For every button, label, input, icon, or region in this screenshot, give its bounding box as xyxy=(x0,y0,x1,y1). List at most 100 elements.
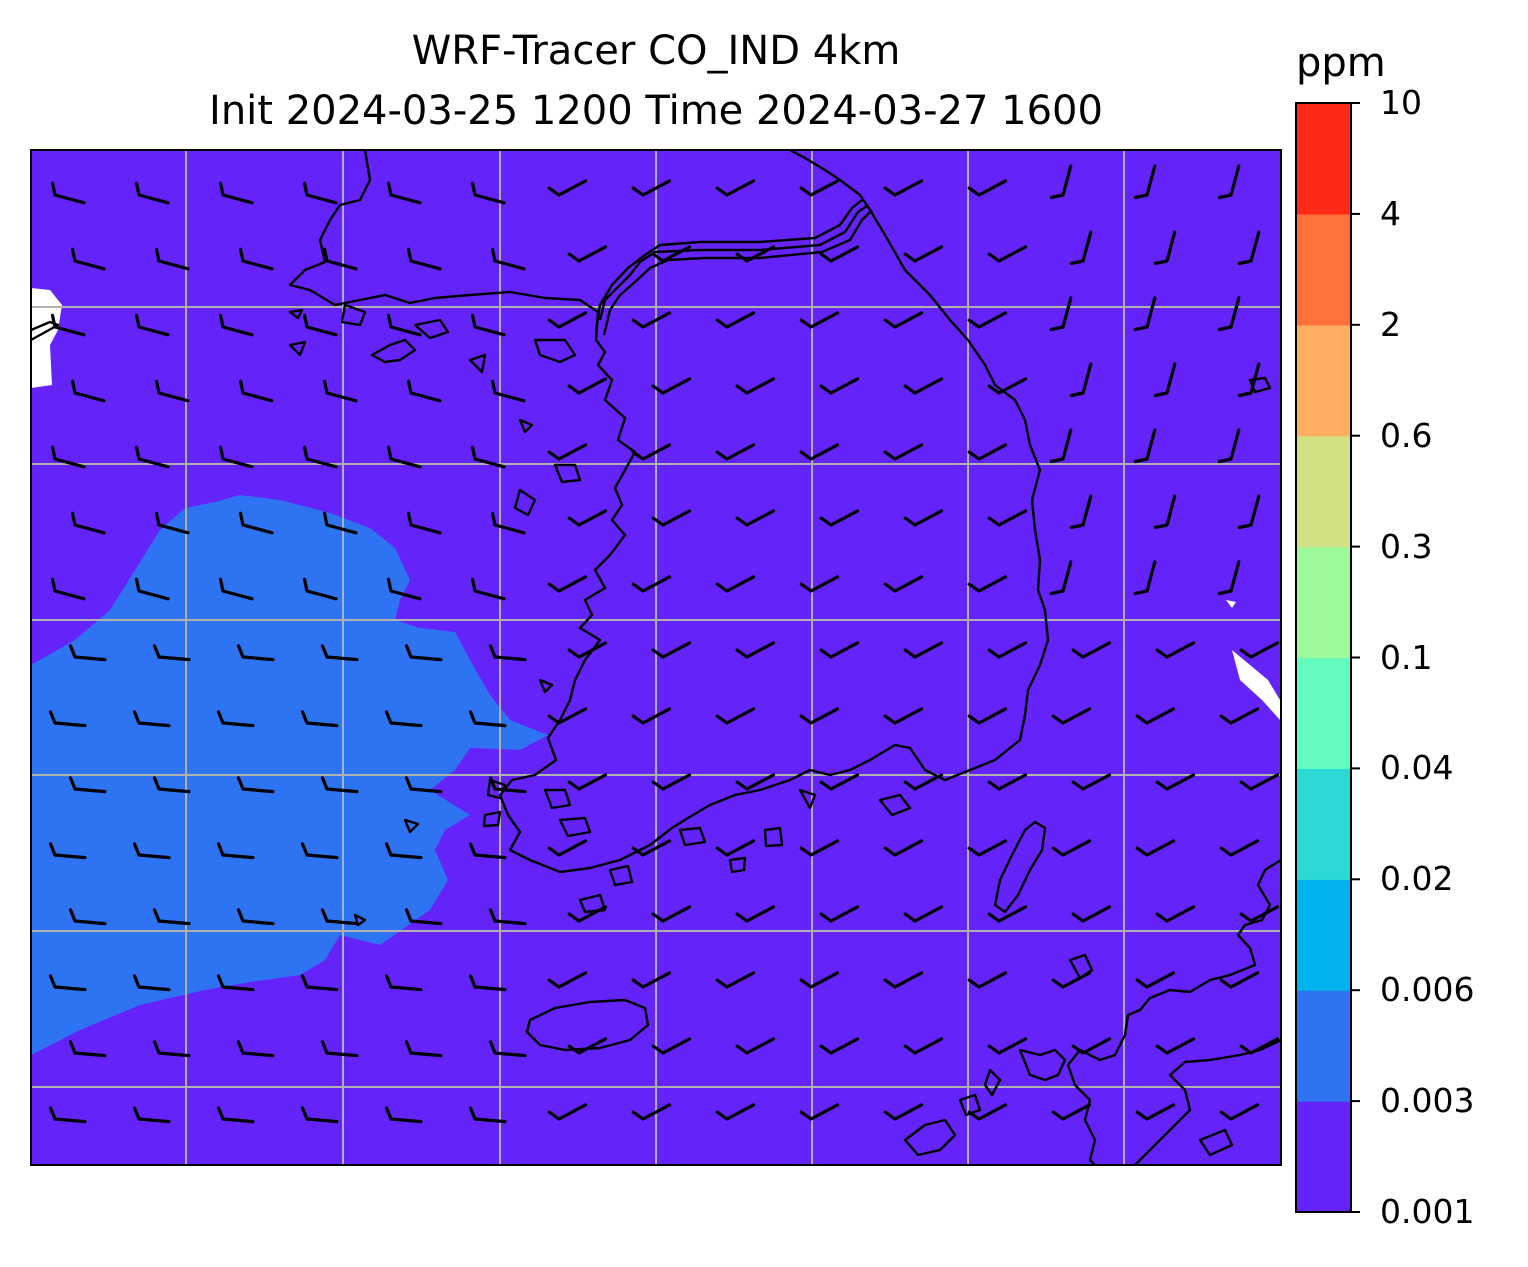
wind-barb xyxy=(470,313,506,337)
wind-barb xyxy=(1153,362,1177,398)
wind-barb xyxy=(386,577,422,601)
wind-barb xyxy=(50,577,86,601)
wind-barb xyxy=(68,908,107,926)
colorbar-tick-label: 0.6 xyxy=(1380,415,1433,455)
island-10 xyxy=(553,463,582,484)
wind-barb xyxy=(490,247,526,271)
wind-barb xyxy=(651,641,692,659)
wind-barb xyxy=(300,974,339,992)
wind-barb xyxy=(651,905,692,923)
island-23 xyxy=(403,818,420,834)
map-frame xyxy=(30,149,1282,1166)
wind-barb xyxy=(1217,560,1241,596)
wind-barb xyxy=(967,311,1008,329)
wind-barb xyxy=(1237,362,1261,398)
wind-barb xyxy=(883,971,924,989)
wind-barb xyxy=(567,905,608,923)
wind-barb xyxy=(631,839,672,857)
wind-barb xyxy=(987,509,1028,527)
no-data-speck xyxy=(1226,600,1236,608)
wind-barb xyxy=(70,247,106,271)
wind-barb xyxy=(216,974,255,992)
wind-barb xyxy=(386,181,422,205)
wind-barb xyxy=(631,311,672,329)
wind-barb xyxy=(735,641,776,659)
wind-barb xyxy=(715,1103,756,1121)
wind-barb xyxy=(152,644,191,662)
wind-barb xyxy=(238,247,274,271)
wind-barb xyxy=(132,710,171,728)
wind-barb xyxy=(567,641,608,659)
island-20 xyxy=(763,826,784,848)
wind-barb xyxy=(967,1103,1008,1121)
wind-barb xyxy=(799,179,840,197)
island-16 xyxy=(578,893,607,914)
wind-barb xyxy=(154,511,190,535)
wind-barb xyxy=(1237,230,1261,266)
wind-barb xyxy=(470,577,506,601)
wind-barb xyxy=(883,311,924,329)
wind-barb xyxy=(567,245,608,263)
wind-barb xyxy=(1071,905,1112,923)
wind-barb xyxy=(322,379,358,403)
wind-barb xyxy=(631,575,672,593)
wind-barb xyxy=(1155,1037,1196,1055)
wind-barb xyxy=(490,379,526,403)
wind-barb xyxy=(152,776,191,794)
wind-barb xyxy=(1051,1103,1092,1121)
wind-barb xyxy=(967,707,1008,725)
wind-barb xyxy=(547,971,588,989)
wind-barb xyxy=(68,1040,107,1058)
chart-title-line-1: WRF-Tracer CO_IND 4km xyxy=(411,28,901,74)
colorbar-unit-label: ppm xyxy=(1296,40,1386,86)
wind-barb xyxy=(715,839,756,857)
wind-barb xyxy=(1219,1103,1260,1121)
coastline-korean-peninsula xyxy=(288,150,1050,874)
wind-barb xyxy=(715,443,756,461)
wind-barb xyxy=(1239,1037,1280,1055)
wind-barb xyxy=(987,905,1028,923)
wind-barb xyxy=(468,1106,507,1124)
wind-barb xyxy=(238,379,274,403)
wind-barb xyxy=(1219,839,1260,857)
island-12 xyxy=(486,778,507,800)
colorbar-segment xyxy=(1296,546,1351,659)
island-30 xyxy=(1198,1128,1234,1157)
coastlines xyxy=(31,150,1281,1165)
island-6 xyxy=(468,353,487,374)
wind-barb xyxy=(300,842,339,860)
wind-barb xyxy=(651,509,692,527)
wind-barb xyxy=(735,773,776,791)
wind-barb xyxy=(631,1103,672,1121)
chart-title-line-2: Init 2024-03-25 1200 Time 2024-03-27 160… xyxy=(209,88,1103,134)
wind-barb xyxy=(1135,971,1176,989)
wind-barb xyxy=(651,773,692,791)
wind-barb xyxy=(547,179,588,197)
wind-barb xyxy=(236,644,275,662)
wind-barb xyxy=(1133,164,1157,200)
wind-barb xyxy=(404,644,443,662)
wind-barb xyxy=(1239,641,1280,659)
wind-barb xyxy=(236,1040,275,1058)
wind-barb xyxy=(1135,1103,1176,1121)
colorbar-tick-label: 10 xyxy=(1380,83,1422,122)
wind-barb xyxy=(819,641,860,659)
island-19 xyxy=(728,856,747,874)
wind-barb xyxy=(1153,494,1177,530)
wind-barb xyxy=(987,1037,1028,1055)
wind-barb xyxy=(134,577,170,601)
jeju-island xyxy=(525,998,650,1052)
wind-barb xyxy=(216,710,255,728)
wind-barb xyxy=(320,1040,359,1058)
wind-barb xyxy=(819,245,860,263)
colorbar-segment xyxy=(1296,768,1351,880)
wind-barb xyxy=(567,1037,608,1055)
wind-barb xyxy=(320,644,359,662)
colorbar-segment xyxy=(1296,324,1351,437)
wind-barb xyxy=(1069,494,1093,530)
wind-barb xyxy=(468,842,507,860)
island-15 xyxy=(558,816,592,838)
colorbar-segment xyxy=(1296,103,1351,215)
wind-barb xyxy=(134,313,170,337)
wind-barb xyxy=(1071,1037,1112,1055)
